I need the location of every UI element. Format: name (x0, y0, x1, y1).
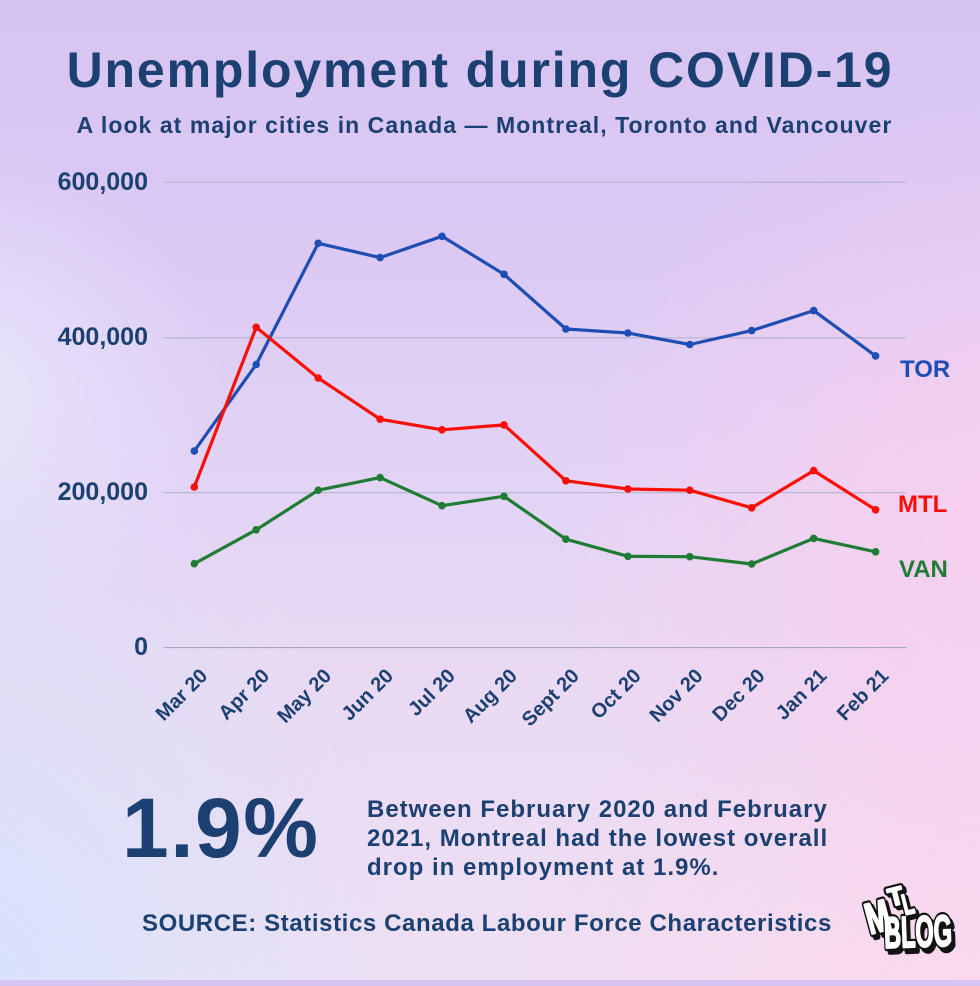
svg-text:MTL: MTL (898, 491, 947, 518)
svg-text:BLOG: BLOG (883, 907, 953, 958)
svg-text:Nov 20: Nov 20 (646, 665, 708, 727)
svg-text:200,000: 200,000 (58, 478, 148, 506)
svg-text:Aug 20: Aug 20 (459, 665, 522, 728)
svg-text:VAN: VAN (899, 556, 948, 583)
svg-text:Jul 20: Jul 20 (404, 665, 460, 721)
svg-text:Feb 21: Feb 21 (833, 665, 893, 725)
svg-text:TOR: TOR (900, 356, 950, 383)
svg-text:BLOG: BLOG (883, 907, 953, 958)
svg-text:May 20: May 20 (273, 665, 336, 728)
svg-text:400,000: 400,000 (58, 323, 148, 351)
svg-text:Oct 20: Oct 20 (587, 665, 646, 724)
svg-text:Sept 20: Sept 20 (518, 665, 584, 731)
svg-text:0: 0 (134, 633, 148, 661)
svg-text:Jun 20: Jun 20 (338, 665, 398, 725)
svg-text:600,000: 600,000 (58, 168, 148, 196)
svg-text:Mar 20: Mar 20 (152, 665, 212, 725)
svg-text:Dec 20: Dec 20 (708, 665, 769, 726)
svg-text:BLOG: BLOG (886, 911, 956, 962)
svg-text:Jan 21: Jan 21 (772, 665, 832, 725)
svg-text:Apr 20: Apr 20 (214, 665, 274, 725)
